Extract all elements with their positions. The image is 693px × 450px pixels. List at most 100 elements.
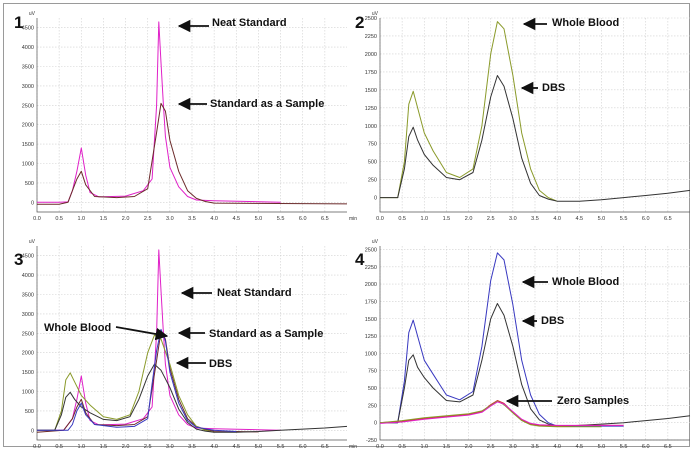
- y-tick-label: 4500: [22, 26, 34, 32]
- x-tick-label: 1.5: [443, 216, 451, 222]
- x-tick-label: 3.5: [188, 216, 196, 222]
- y-tick-label: 3500: [22, 293, 34, 299]
- annotation-whole-blood: Whole Blood: [552, 17, 619, 29]
- annotation-standard-as-a-sample: Standard as a Sample: [210, 98, 324, 110]
- x-tick-label: 6.0: [642, 444, 650, 448]
- series-line-zero-sample-2: [379, 400, 602, 428]
- axes: [36, 18, 347, 213]
- x-tick-label: 5.5: [620, 216, 628, 222]
- annotation-standard-as-a-sample: Standard as a Sample: [209, 328, 323, 340]
- x-tick-label: 3.0: [509, 216, 517, 222]
- y-tick-label: 1750: [365, 299, 377, 305]
- x-tick-label: 6.5: [664, 444, 672, 448]
- x-tick-label: 5.5: [277, 444, 285, 448]
- series-line-standard-as-a-sample: [37, 102, 348, 205]
- y-tick-label: 1250: [365, 106, 377, 112]
- y-tick-label: -250: [366, 438, 377, 444]
- x-tick-label: 6.5: [664, 216, 672, 222]
- y-tick-label: 750: [368, 142, 377, 148]
- y-tick-label: 2250: [365, 34, 377, 40]
- annotation-whole-blood: Whole Blood: [44, 322, 111, 334]
- chromatogram-figure: 1 uV0500100015002000250030003500400045000…: [14, 11, 691, 448]
- x-tick-label: 6.5: [321, 216, 329, 222]
- x-tick-label: 2.5: [487, 444, 495, 448]
- x-tick-label: 3.0: [166, 216, 174, 222]
- x-tick-label: 2.5: [144, 216, 152, 222]
- chart-panel-4: 4 uV -250 0 250 500 750 1000 1250 1500 1750 2000 225…: [355, 239, 691, 448]
- x-tick-label: 5.0: [598, 444, 606, 448]
- series-line-blue-trace: [37, 328, 237, 432]
- y-tick-label: 0: [31, 428, 34, 434]
- x-tick-label: 0.0: [376, 216, 384, 222]
- x-tick-label: 3.5: [531, 444, 539, 448]
- annotation-arrow: [115, 326, 169, 341]
- y-tick-label: 750: [368, 369, 377, 375]
- y-tick-label: 0: [31, 200, 34, 206]
- annotation-whole-blood: Whole Blood: [552, 276, 619, 288]
- chart-panel-1: 1 uV 0 500 1000 1500 2000 2500 3000 3500 4000 4500 0…: [14, 11, 357, 222]
- x-tick-label: 4.0: [553, 444, 561, 448]
- y-tick-label: 3000: [22, 312, 34, 318]
- x-tick-label: 6.0: [299, 444, 307, 448]
- y-tick-label: 2500: [22, 331, 34, 337]
- x-tick-label: 4.5: [232, 444, 240, 448]
- x-tick-label: 5.5: [620, 444, 628, 448]
- y-tick-label: 2500: [365, 16, 377, 22]
- x-tick-label: 4.0: [210, 216, 218, 222]
- series-line-whole-blood: [380, 21, 558, 202]
- y-tick-label: 4500: [22, 254, 34, 260]
- x-tick-label: 2.0: [122, 216, 130, 222]
- x-tick-label: 4.5: [232, 216, 240, 222]
- y-tick-label: 3000: [22, 84, 34, 90]
- x-tick-label: 5.0: [598, 216, 606, 222]
- series-line-zero-sample-3: [379, 401, 624, 426]
- y-tick-label: 500: [368, 386, 377, 392]
- series-line-dbs: [380, 303, 691, 427]
- axes: [36, 246, 347, 441]
- x-unit-label: min: [349, 444, 357, 448]
- x-tick-label: 6.0: [642, 216, 650, 222]
- x-tick-label: 6.0: [299, 216, 307, 222]
- x-tick-label: 0.0: [33, 444, 41, 448]
- y-tick-label: 1500: [22, 370, 34, 376]
- x-tick-label: 0.0: [376, 444, 384, 448]
- y-tick-label: 250: [368, 178, 377, 184]
- x-tick-label: 0.5: [398, 444, 406, 448]
- y-tick-label: 1500: [365, 88, 377, 94]
- annotation-neat-standard: Neat Standard: [212, 17, 287, 29]
- y-tick-label: 1500: [365, 317, 377, 323]
- x-tick-label: 1.5: [100, 216, 108, 222]
- x-tick-label: 5.0: [255, 444, 263, 448]
- y-tick-label: 1000: [365, 351, 377, 357]
- panel-number: 3: [14, 250, 23, 269]
- y-unit-label: uV: [372, 239, 379, 245]
- x-tick-label: 6.5: [321, 444, 329, 448]
- panel-number: 4: [355, 250, 365, 269]
- y-unit-label: uV: [29, 239, 36, 245]
- x-unit-label: min: [349, 216, 357, 222]
- y-unit-label: uV: [372, 11, 379, 17]
- y-tick-label: 1000: [22, 390, 34, 396]
- axes: [379, 246, 690, 441]
- x-tick-label: 2.0: [122, 444, 130, 448]
- y-tick-label: 500: [25, 409, 34, 415]
- x-tick-label: 0.5: [55, 216, 63, 222]
- x-tick-label: 0.0: [33, 216, 41, 222]
- annotation-dbs: DBS: [541, 315, 564, 327]
- y-tick-label: 2000: [22, 351, 34, 357]
- y-tick-label: 2500: [22, 103, 34, 109]
- y-tick-label: 2250: [365, 265, 377, 271]
- y-tick-label: 3500: [22, 65, 34, 71]
- y-tick-label: 1000: [365, 124, 377, 130]
- y-tick-label: 4000: [22, 273, 34, 279]
- x-tick-label: 3.0: [509, 444, 517, 448]
- x-tick-label: 1.0: [77, 444, 85, 448]
- x-tick-label: 2.5: [487, 216, 495, 222]
- x-tick-label: 4.5: [575, 216, 583, 222]
- x-tick-label: 4.0: [553, 216, 561, 222]
- annotation-dbs: DBS: [542, 82, 565, 94]
- chart-panel-2: 2 uV 0 250 500 750 1000 1250 1500 1750 2000 2250 250…: [355, 11, 691, 222]
- x-tick-label: 2.0: [465, 216, 473, 222]
- x-tick-label: 2.0: [465, 444, 473, 448]
- x-tick-label: 2.5: [144, 444, 152, 448]
